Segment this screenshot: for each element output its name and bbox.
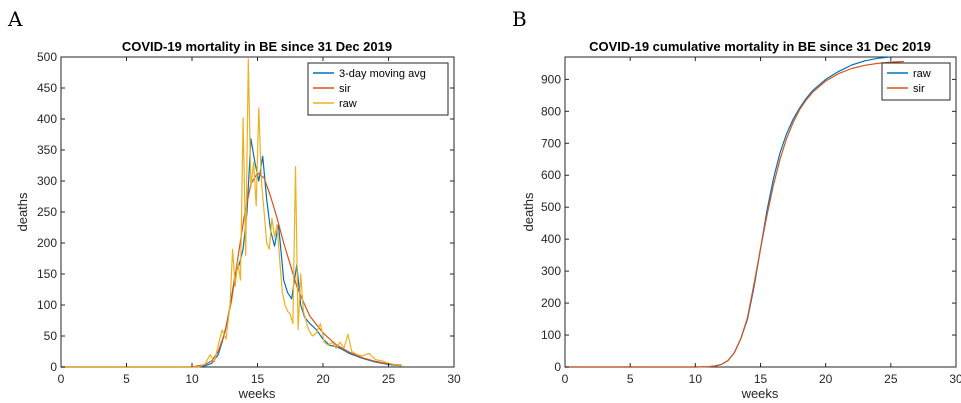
y-tick-label: 500 (541, 200, 561, 214)
x-tick-label: 10 (185, 372, 199, 386)
x-tick-label: 10 (689, 372, 703, 386)
legend-entry: sir (339, 83, 351, 95)
panel-letter: B (512, 7, 527, 31)
x-tick-label: 0 (58, 372, 65, 386)
x-tick-label: 30 (447, 372, 461, 386)
y-tick-label: 600 (541, 168, 561, 182)
legend-box (307, 62, 449, 116)
x-tick-label: 15 (754, 372, 768, 386)
y-tick-label: 700 (541, 136, 561, 150)
legend-entry: 3-day moving avg (339, 68, 426, 80)
x-tick-label: 30 (949, 372, 961, 386)
x-axis-label: weeks (238, 386, 276, 401)
series-layer (565, 56, 904, 368)
panel-b: B COVID-19 cumulative mortality in BE si… (512, 7, 961, 401)
y-tick-label: 200 (37, 236, 57, 250)
x-tick-label: 15 (251, 372, 265, 386)
y-tick-label: 500 (37, 50, 57, 64)
series-line-sir (61, 172, 402, 368)
y-tick-label: 150 (37, 267, 57, 281)
x-tick-label: 5 (627, 372, 634, 386)
legend: raw sir (881, 62, 951, 101)
series-line-3-day-moving-avg (61, 138, 402, 368)
chart-title: COVID-19 mortality in BE since 31 Dec 20… (122, 39, 392, 54)
y-tick-label: 0 (554, 360, 561, 374)
ticks-layer: 0 5 10 15 20 25 300501001502002503003504004505… (37, 50, 461, 386)
legend: 3-day moving avg sir raw (307, 62, 449, 116)
y-tick-label: 250 (37, 205, 57, 219)
plot-frame (564, 56, 957, 368)
y-tick-label: 200 (541, 296, 561, 310)
y-tick-label: 400 (37, 112, 57, 126)
x-tick-label: 5 (123, 372, 130, 386)
y-axis-label: deaths (15, 192, 30, 232)
series-line-sir (565, 60, 904, 368)
series-line-raw (61, 58, 402, 368)
panel-letter: A (7, 7, 23, 31)
y-tick-label: 50 (44, 329, 58, 343)
y-axis-label: deaths (521, 192, 536, 232)
panel-a: A COVID-19 mortality in BE since 31 Dec … (7, 7, 461, 401)
y-tick-label: 900 (541, 72, 561, 86)
chart-title: COVID-19 cumulative mortality in BE sinc… (589, 39, 931, 54)
x-tick-label: 25 (884, 372, 898, 386)
y-tick-label: 100 (37, 298, 57, 312)
x-tick-label: 20 (819, 372, 833, 386)
series-line-raw (565, 56, 891, 368)
y-tick-label: 450 (37, 81, 57, 95)
series-layer (61, 58, 402, 368)
x-tick-label: 20 (316, 372, 330, 386)
x-tick-label: 0 (562, 372, 569, 386)
y-tick-label: 0 (50, 360, 57, 374)
y-tick-label: 300 (37, 174, 57, 188)
legend-entry: raw (339, 98, 357, 110)
y-tick-label: 350 (37, 143, 57, 157)
x-axis-label: weeks (741, 386, 779, 401)
y-tick-label: 800 (541, 104, 561, 118)
legend-entry: raw (913, 68, 931, 80)
legend-box (881, 62, 951, 101)
x-tick-label: 25 (382, 372, 396, 386)
y-tick-label: 400 (541, 232, 561, 246)
y-tick-label: 100 (541, 328, 561, 342)
y-tick-label: 300 (541, 264, 561, 278)
legend-entry: sir (913, 83, 925, 95)
